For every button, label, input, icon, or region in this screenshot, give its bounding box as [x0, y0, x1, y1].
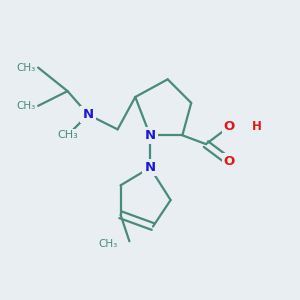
Text: N: N [144, 129, 156, 142]
Text: O: O [224, 120, 235, 133]
Text: N: N [144, 161, 156, 174]
Text: H: H [252, 120, 262, 133]
Text: CH₃: CH₃ [16, 101, 35, 111]
Text: CH₃: CH₃ [16, 63, 35, 73]
Text: O: O [224, 155, 235, 168]
Text: CH₃: CH₃ [57, 130, 78, 140]
Text: N: N [82, 108, 94, 121]
Text: CH₃: CH₃ [98, 239, 118, 249]
